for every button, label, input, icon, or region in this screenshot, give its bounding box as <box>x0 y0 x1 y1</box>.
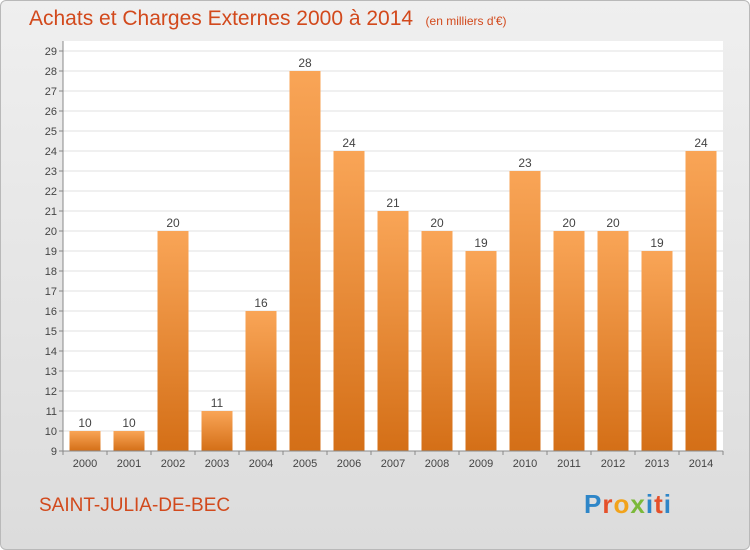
x-tick-label: 2005 <box>293 458 317 470</box>
y-tick-label: 16 <box>45 306 57 318</box>
y-tick-label: 13 <box>45 366 57 378</box>
x-tick-label: 2000 <box>73 458 97 470</box>
proxiti-logo: Proxiti <box>584 489 672 519</box>
bar-value-label: 24 <box>342 136 356 150</box>
bar <box>597 231 629 451</box>
bar-value-label: 10 <box>78 416 92 430</box>
bar-value-label: 20 <box>430 216 444 230</box>
x-tick-label: 2009 <box>469 458 493 470</box>
chart-unit: (en milliers d'€) <box>425 14 507 28</box>
x-tick-label: 2014 <box>689 458 713 470</box>
y-tick-label: 23 <box>45 166 57 178</box>
bar-value-label: 23 <box>518 156 532 170</box>
y-tick-label: 22 <box>45 186 57 198</box>
x-tick-label: 2013 <box>645 458 669 470</box>
y-tick-label: 19 <box>45 246 57 258</box>
bar <box>641 251 673 451</box>
x-tick-label: 2001 <box>117 458 141 470</box>
bar <box>113 431 145 451</box>
y-tick-label: 27 <box>45 86 57 98</box>
y-tick-label: 29 <box>45 46 57 58</box>
x-tick-label: 2010 <box>513 458 537 470</box>
axes: 9 10 11 12 13 14 15 16 17 18 19 20 21 22 23 24 25 26 27 28 2… <box>45 41 724 470</box>
chart-title-text: Achats et Charges Externes 2000 à 2014 <box>29 7 414 30</box>
bar-value-label: 10 <box>122 416 136 430</box>
bar-value-label: 24 <box>694 136 708 150</box>
bar-value-label: 20 <box>562 216 576 230</box>
bar <box>465 251 497 451</box>
x-tick-label: 2008 <box>425 458 449 470</box>
y-tick-label: 12 <box>45 386 57 398</box>
y-tick-label: 20 <box>45 226 57 238</box>
y-tick-label: 14 <box>45 346 57 358</box>
bar <box>685 151 717 451</box>
bar-value-label: 28 <box>298 56 312 70</box>
bar <box>245 311 277 451</box>
y-tick-label: 28 <box>45 66 57 78</box>
bar-value-label: 11 <box>211 396 224 410</box>
bar <box>333 151 365 451</box>
y-tick-label: 21 <box>45 206 57 218</box>
commune-name: SAINT-JULIA-DE-BEC <box>39 495 231 516</box>
bar-value-label: 21 <box>386 196 400 210</box>
x-tick-label: 2003 <box>205 458 229 470</box>
x-tick-label: 2007 <box>381 458 405 470</box>
y-tick-label: 25 <box>45 126 57 138</box>
x-tick-label: 2004 <box>249 458 273 470</box>
bar <box>421 231 453 451</box>
x-tick-label: 2006 <box>337 458 361 470</box>
y-tick-label: 17 <box>45 286 57 298</box>
bar <box>509 171 541 451</box>
bar-value-label: 20 <box>166 216 180 230</box>
y-tick-label: 18 <box>45 266 57 278</box>
bar-value-label: 20 <box>606 216 620 230</box>
bar <box>377 211 409 451</box>
bar <box>69 431 101 451</box>
y-tick-label: 11 <box>46 406 57 418</box>
bar-value-label: 16 <box>254 296 268 310</box>
bars: 10 10 20 11 16 28 24 21 20 19 23 20 20 19 24 <box>69 56 717 451</box>
y-tick-label: 10 <box>45 426 57 438</box>
y-tick-label: 15 <box>45 326 57 338</box>
y-tick-label: 26 <box>45 106 57 118</box>
x-tick-label: 2011 <box>557 458 581 470</box>
x-tick-label: 2002 <box>161 458 185 470</box>
bar <box>553 231 585 451</box>
bar <box>289 71 321 451</box>
bar <box>201 411 233 451</box>
x-tick-label: 2012 <box>601 458 625 470</box>
bar <box>157 231 189 451</box>
chart-title: Achats et Charges Externes 2000 à 2014 (… <box>29 7 507 31</box>
bar-value-label: 19 <box>650 236 664 250</box>
bar-value-label: 19 <box>474 236 488 250</box>
y-tick-label: 24 <box>45 146 57 158</box>
y-tick-label: 9 <box>51 446 57 458</box>
